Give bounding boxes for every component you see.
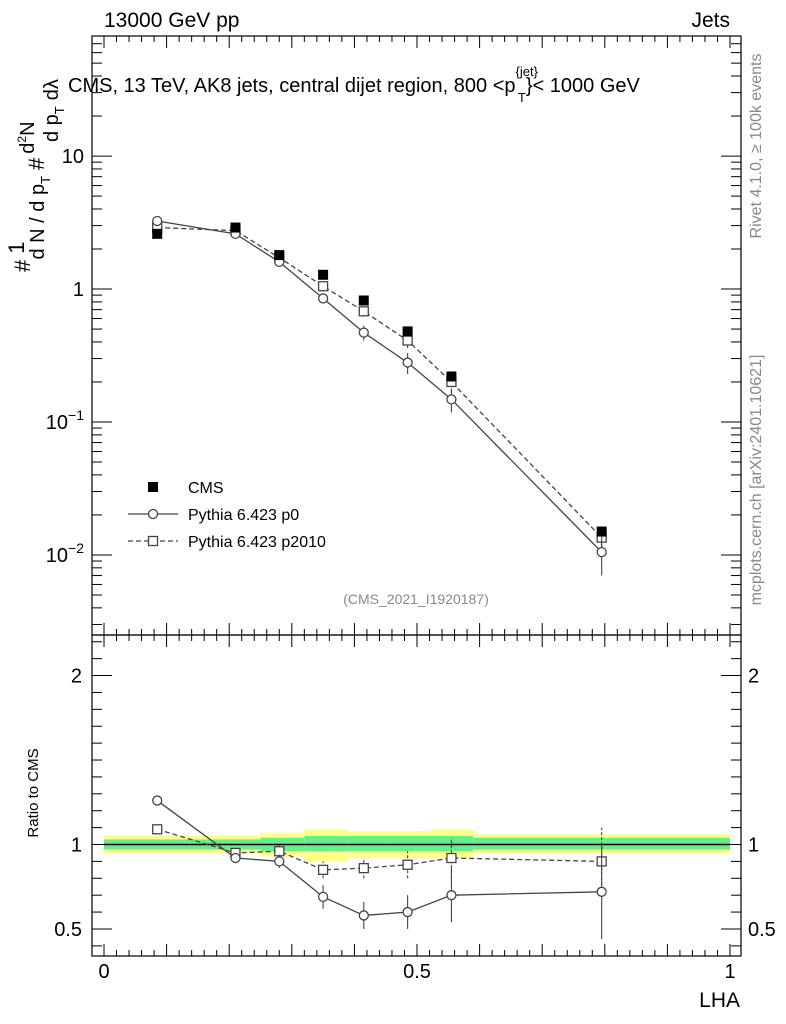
- legend-marker-p0: [147, 508, 159, 520]
- main-point-pythia-6-423-p2010: [358, 306, 369, 317]
- ratio-y-tick-label: 0.5: [54, 919, 82, 941]
- main-title: CMS, 13 TeV, AK8 jets, central dijet reg…: [68, 64, 641, 105]
- ratio-panel: 0 0.5 1 0.5 0.5 1 1 2 2: [54, 634, 776, 983]
- band-green: [348, 836, 392, 852]
- y-tick-label: 10−1: [46, 407, 84, 434]
- legend-label: Pythia 6.423 p2010: [188, 534, 326, 551]
- ratio-point-pythia-6-423-p2010: [446, 852, 457, 864]
- ratio-y-tick-label-right: 1: [748, 834, 759, 856]
- ratio-point-pythia-6-423-p2010: [152, 824, 163, 835]
- main-point-pythia-6-423-p2010: [317, 281, 329, 292]
- ratio-y-tick-label: 2: [71, 666, 82, 688]
- header-right: Jets: [691, 9, 730, 32]
- main-ylabel: #1d N / d pT#d2N: [4, 121, 53, 272]
- rivet-label: Rivet 4.1.0, ≥ 100k events: [748, 54, 765, 239]
- ratio-point-pythia-6-423-p0: [274, 856, 285, 867]
- main-point-pythia-6-423-p0: [402, 357, 413, 368]
- ratio-y-tick-label-right: 2: [748, 666, 759, 688]
- y-tick-label: 10−2: [46, 540, 84, 567]
- ratio-point-pythia-6-423-p0: [358, 910, 369, 921]
- ratio-frame: [91, 634, 742, 957]
- y-tick-label: 1: [73, 279, 84, 301]
- main-point-cms: [596, 526, 607, 537]
- ratio-point-pythia-6-423-p0: [317, 891, 329, 903]
- main-line-pythia-6-423-p2010: [157, 226, 603, 539]
- legend-marker-cms: [148, 482, 158, 492]
- legend-label: CMS: [188, 480, 224, 497]
- y-tick-label: 10: [62, 146, 84, 168]
- band-green: [429, 836, 474, 852]
- x-tick-label: 1: [724, 961, 735, 983]
- main-point-cms: [402, 326, 413, 337]
- ratio-y-tick-label: 1: [71, 834, 82, 856]
- ratio-y-tick-label-right: 0.5: [748, 919, 776, 941]
- main-point-pythia-6-423-p0: [317, 293, 329, 304]
- x-tick-label: 0: [98, 961, 109, 983]
- header-left: 13000 GeV pp: [104, 9, 239, 32]
- x-tick-label: 0.5: [403, 961, 431, 983]
- ratio-point-pythia-6-423-p2010: [358, 862, 369, 874]
- ratio-point-pythia-6-423-p0: [446, 890, 457, 901]
- main-point-cms: [230, 222, 241, 233]
- ratio-point-pythia-6-423-p0: [402, 906, 413, 918]
- analysis-tag: (CMS_2021_I1920187): [343, 591, 489, 607]
- main-point-pythia-6-423-p0: [596, 546, 607, 558]
- main-ylabel-denominator: d pTdλ: [41, 79, 67, 142]
- ratio-point-pythia-6-423-p0: [230, 852, 241, 864]
- main-point-pythia-6-423-p0: [152, 215, 163, 227]
- x-axis-label: LHA: [699, 989, 740, 1012]
- main-point-cms: [318, 269, 329, 280]
- ratio-point-pythia-6-423-p0: [596, 886, 607, 897]
- band-green: [391, 836, 430, 852]
- main-point-cms: [274, 250, 285, 261]
- main-point-cms: [152, 228, 163, 239]
- ratio-ylabel: Ratio to CMS: [25, 748, 42, 837]
- main-point-pythia-6-423-p0: [446, 394, 457, 405]
- mcplots-label: mcplots.cern.ch [arXiv:2401.10621]: [748, 355, 765, 606]
- legend-marker-p2010: [147, 535, 159, 547]
- main-point-pythia-6-423-p0: [358, 327, 369, 338]
- ratio-point-pythia-6-423-p2010: [402, 859, 413, 870]
- main-point-cms: [446, 371, 457, 382]
- ratio-line-pythia-6-423-p0: [156, 800, 602, 917]
- band-green: [304, 836, 349, 852]
- legend-label: Pythia 6.423 p0: [188, 507, 299, 524]
- main-line-pythia-6-423-p0: [157, 220, 603, 553]
- main-point-cms: [358, 295, 369, 306]
- ratio-point-pythia-6-423-p0: [152, 795, 163, 806]
- ratio-line-pythia-6-423-p2010: [157, 828, 602, 871]
- ratio-point-pythia-6-423-p2010: [317, 864, 329, 875]
- main-panel: 10−2 10−1 1 10 CMS Pythia 6.423 p0 Pythia 6.42…: [46, 35, 742, 636]
- ratio-point-pythia-6-423-p2010: [274, 846, 285, 857]
- main-point-pythia-6-423-p2010: [402, 335, 413, 346]
